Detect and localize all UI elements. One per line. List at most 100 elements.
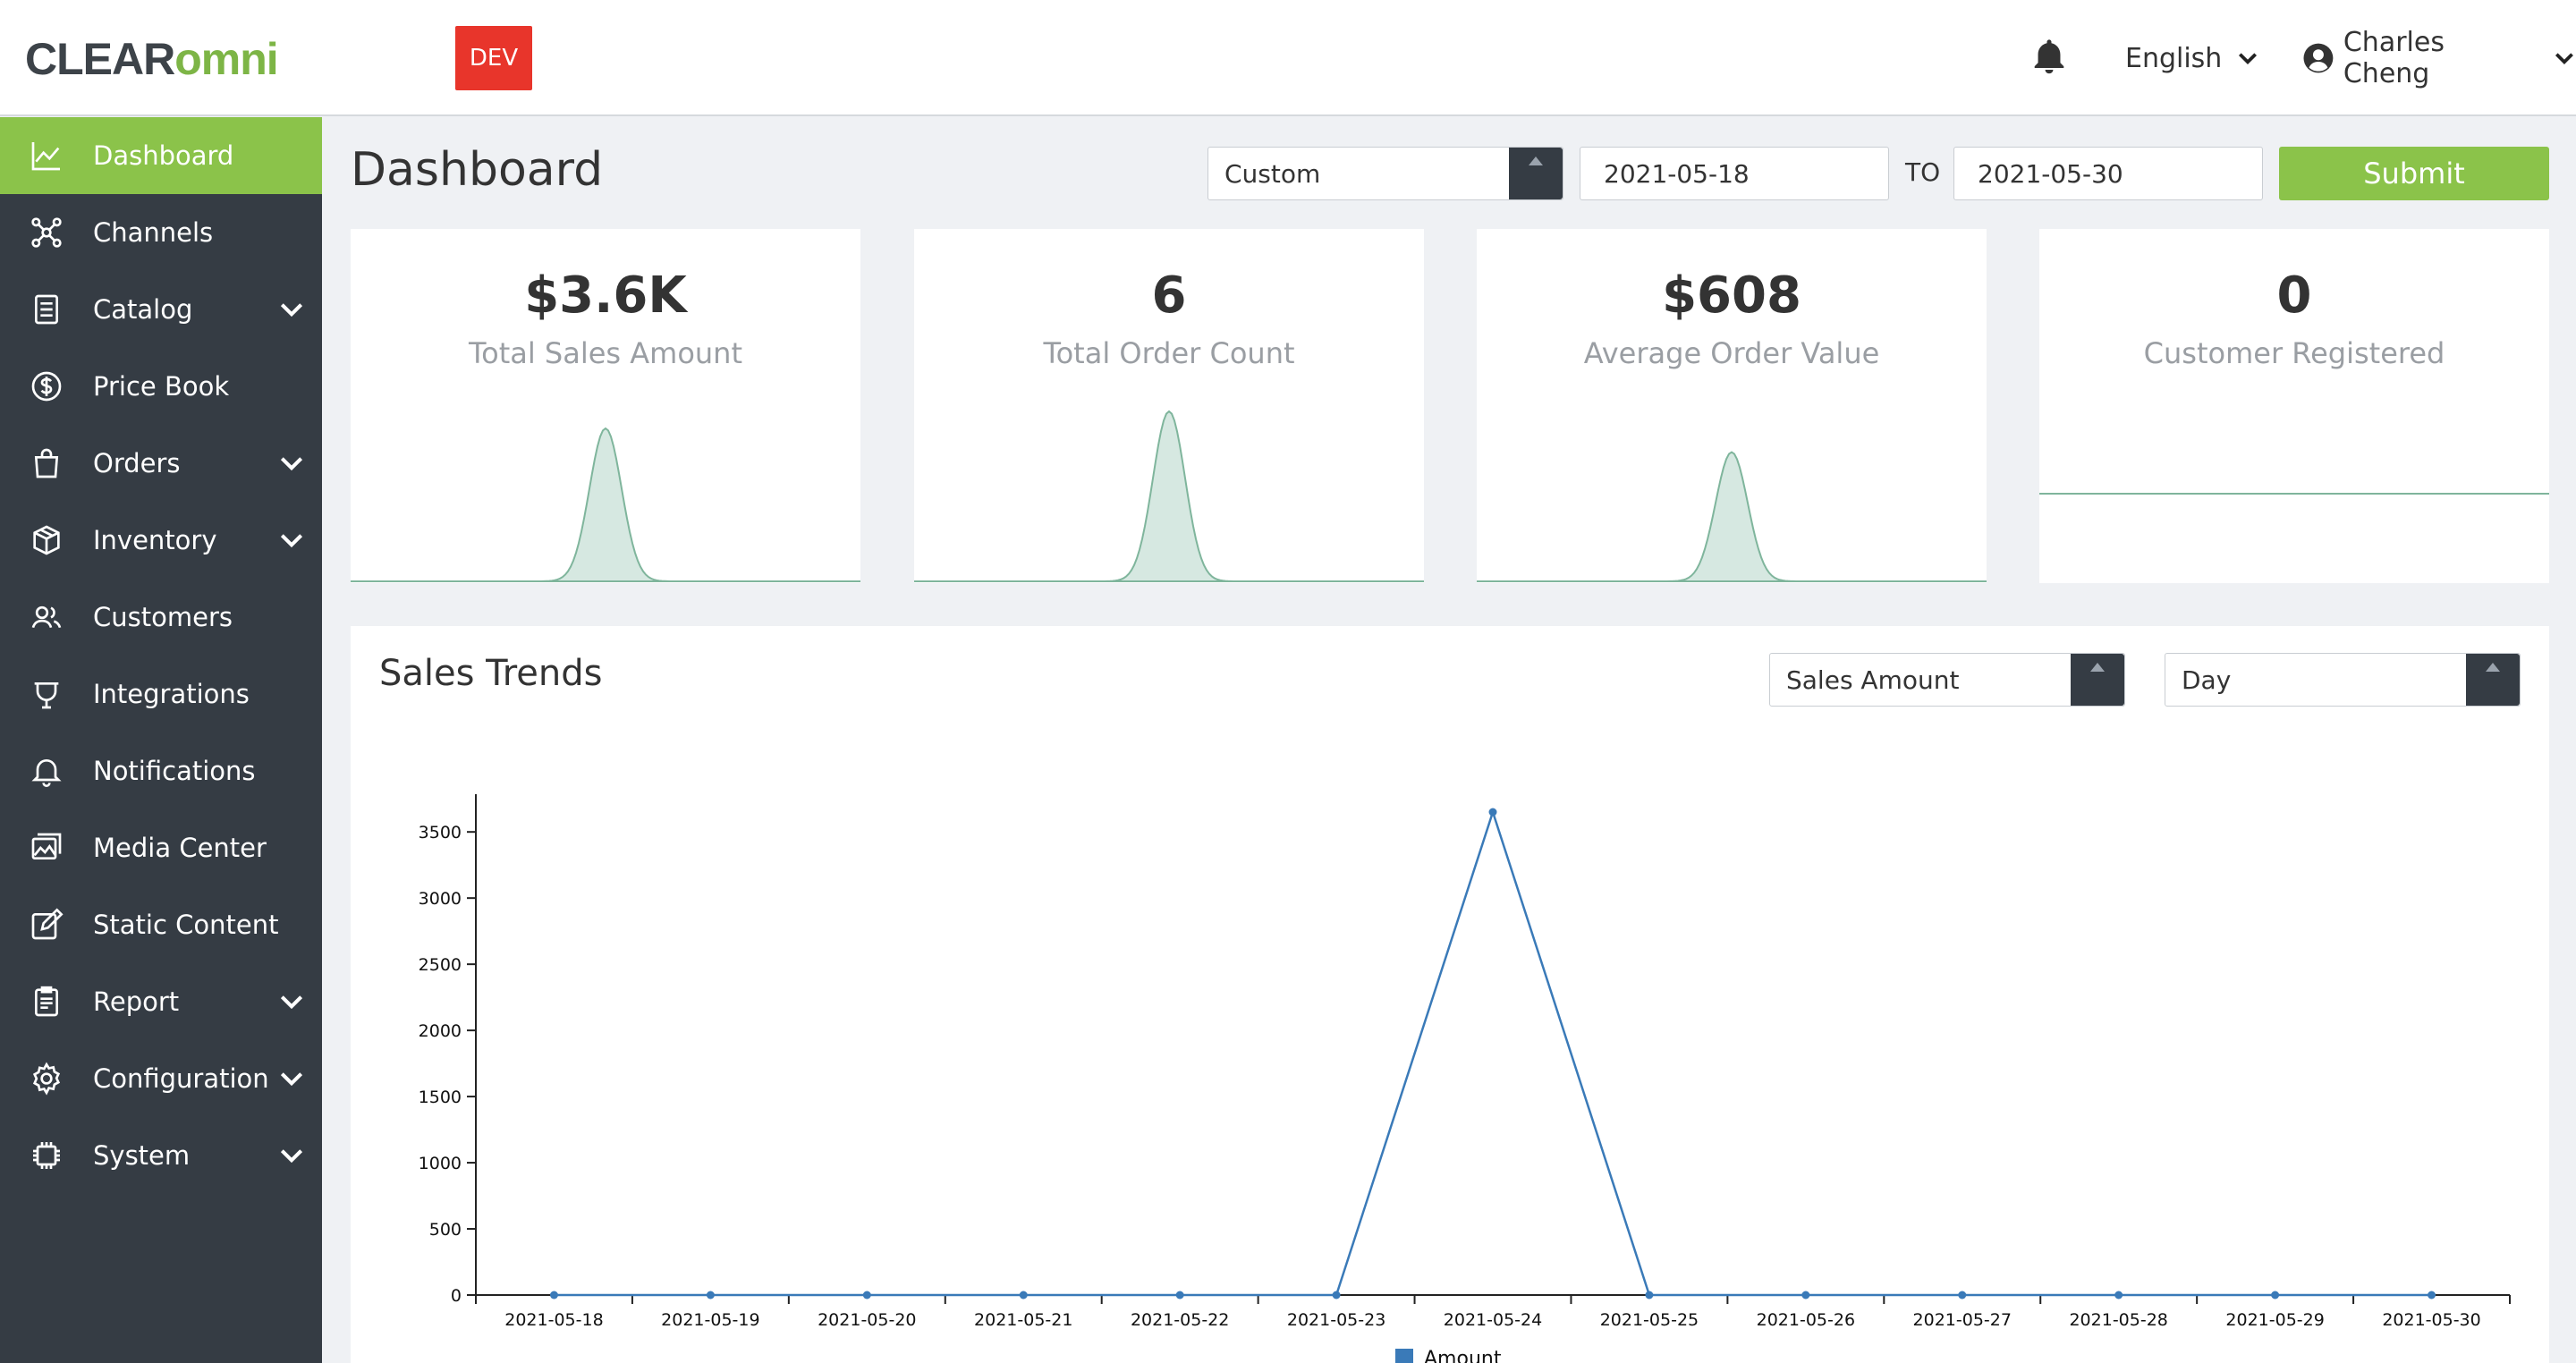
dollar-circle-icon — [31, 371, 62, 402]
chevron-down-icon[interactable] — [277, 1064, 306, 1093]
data-point[interactable] — [2271, 1291, 2280, 1300]
chevron-down-icon[interactable] — [277, 1141, 306, 1170]
kpi-card: 6 Total Order Count — [914, 229, 1424, 583]
x-tick-label: 2021-05-26 — [1757, 1310, 1855, 1330]
y-tick-label: 3000 — [419, 889, 462, 909]
data-point[interactable] — [2428, 1291, 2436, 1300]
date-from-input[interactable]: 2021-05-18 — [1580, 147, 1889, 200]
x-tick-label: 2021-05-18 — [504, 1310, 603, 1330]
sidebar-item-label: Configuration — [93, 1063, 269, 1094]
kpi-value: $3.6K — [524, 267, 687, 325]
sidebar-item-catalog[interactable]: Catalog — [0, 271, 322, 348]
sidebar-item-configuration[interactable]: Configuration — [0, 1040, 322, 1117]
metric-select-value: Sales Amount — [1786, 665, 1960, 695]
x-tick-label: 2021-05-22 — [1131, 1310, 1229, 1330]
box-icon — [33, 525, 60, 555]
logo-main: CLEAR — [25, 34, 175, 84]
kpi-value: 6 — [1151, 267, 1187, 325]
select-arrow-icon — [1509, 148, 1563, 199]
language-selector[interactable]: English — [2125, 38, 2259, 79]
kpi-sparkline-area — [914, 410, 1424, 582]
y-tick-label: 2500 — [419, 955, 462, 975]
sidebar-item-orders[interactable]: Orders — [0, 425, 322, 502]
sidebar-item-label: Inventory — [93, 525, 217, 555]
date-to-input[interactable]: 2021-05-30 — [1953, 147, 2263, 200]
y-tick-label: 1000 — [419, 1154, 462, 1173]
data-point[interactable] — [1645, 1291, 1654, 1300]
sidebar-item-report[interactable]: Report — [0, 963, 322, 1040]
legend-label: Amount — [1424, 1348, 1502, 1363]
y-tick-label: 500 — [429, 1220, 462, 1240]
submit-button[interactable]: Submit — [2279, 147, 2549, 200]
notification-bell-icon[interactable] — [2029, 36, 2070, 77]
sidebar-item-label: Static Content — [93, 910, 279, 940]
sidebar-item-inventory[interactable]: Inventory — [0, 502, 322, 579]
sidebar-item-label: System — [93, 1140, 191, 1171]
x-tick-label: 2021-05-24 — [1444, 1310, 1542, 1330]
sidebar-item-label: Dashboard — [93, 140, 234, 171]
edit-icon — [31, 908, 64, 940]
users-icon — [31, 605, 62, 629]
sidebar-item-system[interactable]: System — [0, 1117, 322, 1194]
data-point[interactable] — [549, 1291, 558, 1300]
chevron-down-icon[interactable] — [277, 526, 306, 555]
sales-trends-panel: Sales Trends Sales Amount Day 0 500 1000 15… — [351, 626, 2549, 1363]
sidebar-item-notifications[interactable]: Notifications — [0, 732, 322, 809]
chevron-down-icon — [2239, 53, 2258, 65]
sidebar-item-price-book[interactable]: Price Book — [0, 348, 322, 425]
data-point[interactable] — [706, 1291, 715, 1300]
chevron-down-icon[interactable] — [277, 987, 306, 1016]
kpi-sparkline — [1477, 451, 1987, 582]
sidebar-item-label: Customers — [93, 602, 233, 632]
sidebar-item-static-content[interactable]: Static Content — [0, 886, 322, 963]
sidebar-item-dashboard[interactable]: Dashboard — [0, 117, 322, 194]
data-point[interactable] — [862, 1291, 871, 1300]
kpi-card: $3.6K Total Sales Amount — [351, 229, 860, 583]
sidebar-item-label: Media Center — [93, 833, 267, 863]
sidebar-item-customers[interactable]: Customers — [0, 579, 322, 656]
kpi-card: $608 Average Order Value — [1477, 229, 1987, 583]
data-point[interactable] — [2114, 1291, 2123, 1300]
language-label: English — [2125, 42, 2223, 74]
sales-trend-chart: 0 500 1000 1500 2000 2500 3000 3500 2021-05-18 20… — [419, 794, 2511, 1363]
kpi-label: Customer Registered — [2143, 336, 2445, 370]
legend-swatch — [1395, 1349, 1413, 1363]
logo[interactable]: CLEARomni — [25, 32, 279, 86]
user-menu[interactable]: Charles Cheng — [2302, 27, 2576, 89]
data-point[interactable] — [1019, 1291, 1028, 1300]
user-name: Charles Cheng — [2343, 27, 2445, 89]
chevron-down-icon[interactable] — [277, 449, 306, 478]
metric-select[interactable]: Sales Amount — [1769, 653, 2125, 707]
x-tick-label: 2021-05-25 — [1600, 1310, 1699, 1330]
document-icon — [35, 294, 58, 325]
kpi-value: 0 — [2276, 267, 2312, 325]
sidebar-item-media-center[interactable]: Media Center — [0, 809, 322, 886]
interval-select-value: Day — [2182, 665, 2232, 695]
data-point[interactable] — [1958, 1291, 1967, 1300]
sidebar-item-channels[interactable]: Channels — [0, 194, 322, 271]
sidebar-item-label: Integrations — [93, 679, 250, 709]
date-range-value: Custom — [1224, 158, 1321, 189]
chip-icon — [33, 1142, 60, 1169]
kpi-label: Total Order Count — [1043, 336, 1295, 370]
user-avatar-icon — [2303, 43, 2334, 73]
kpi-label: Average Order Value — [1583, 336, 1880, 370]
data-point[interactable] — [1332, 1291, 1341, 1300]
data-point[interactable] — [1801, 1291, 1810, 1300]
kpi-sparkline-area — [351, 427, 860, 582]
interval-select[interactable]: Day — [2165, 653, 2521, 707]
images-icon — [31, 833, 62, 859]
data-point[interactable] — [1488, 808, 1497, 817]
kpi-sparkline-area — [1477, 451, 1987, 582]
sales-trends-title: Sales Trends — [379, 653, 603, 694]
kpi-label: Total Sales Amount — [469, 336, 742, 370]
line-chart-icon — [31, 142, 60, 171]
sidebar-item-integrations[interactable]: Integrations — [0, 656, 322, 732]
chevron-down-icon[interactable] — [277, 295, 306, 324]
kpi-sparkline — [914, 410, 1424, 582]
date-range-select[interactable]: Custom — [1208, 147, 1563, 200]
data-point[interactable] — [1175, 1291, 1184, 1300]
network-icon — [31, 217, 62, 248]
plug-icon — [34, 682, 59, 709]
sidebar-item-label: Price Book — [93, 371, 230, 402]
